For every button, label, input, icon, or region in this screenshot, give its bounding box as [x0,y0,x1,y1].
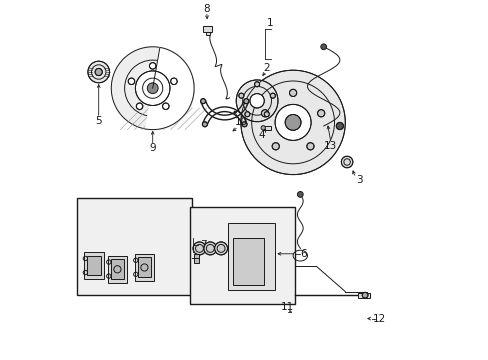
Circle shape [202,122,207,127]
Bar [110,259,124,279]
Circle shape [214,242,227,255]
Polygon shape [111,47,194,130]
Circle shape [336,122,343,130]
Bar [357,293,370,298]
Text: 7: 7 [200,240,206,250]
Circle shape [193,242,205,255]
Bar [205,32,209,35]
Text: 6: 6 [300,249,306,259]
Text: 8: 8 [203,4,209,14]
Bar [84,252,104,279]
Bar [87,256,101,275]
Bar [264,126,271,130]
Circle shape [200,99,205,104]
Circle shape [261,126,265,130]
Bar [228,223,275,290]
Bar [232,238,263,285]
Circle shape [241,70,345,175]
Bar [107,256,127,283]
Circle shape [238,93,244,98]
Circle shape [297,192,303,197]
Text: 9: 9 [149,143,156,153]
Circle shape [270,93,275,98]
Circle shape [320,44,326,50]
Circle shape [203,242,216,255]
Circle shape [249,94,264,108]
Circle shape [272,143,279,150]
Text: 11: 11 [280,302,293,312]
Bar [134,254,154,281]
Circle shape [254,82,259,87]
Circle shape [136,103,142,109]
Circle shape [128,78,134,85]
Circle shape [306,143,313,150]
Circle shape [289,89,296,96]
Circle shape [147,83,158,94]
Text: 13: 13 [324,141,337,151]
Text: 10: 10 [234,117,247,127]
Text: 3: 3 [355,175,362,185]
Text: 2: 2 [262,63,269,73]
Circle shape [285,114,301,130]
Text: 5: 5 [95,116,102,126]
Circle shape [88,61,109,83]
Circle shape [261,110,268,117]
Text: 12: 12 [372,314,386,324]
Circle shape [149,63,156,69]
Bar [137,257,151,277]
Circle shape [243,99,248,104]
Circle shape [162,103,169,109]
Text: 4: 4 [258,130,264,140]
Circle shape [264,112,269,117]
Bar [194,254,199,263]
Polygon shape [145,48,194,130]
Circle shape [242,122,246,127]
Circle shape [135,71,170,105]
Bar [203,26,212,32]
Circle shape [341,156,352,168]
Circle shape [244,112,249,117]
Circle shape [317,110,324,117]
Circle shape [362,292,367,298]
Circle shape [236,80,277,122]
Circle shape [95,68,102,76]
Bar [190,207,294,304]
Circle shape [170,78,177,85]
Text: 1: 1 [266,18,272,28]
Bar [77,198,192,295]
Circle shape [275,104,310,140]
